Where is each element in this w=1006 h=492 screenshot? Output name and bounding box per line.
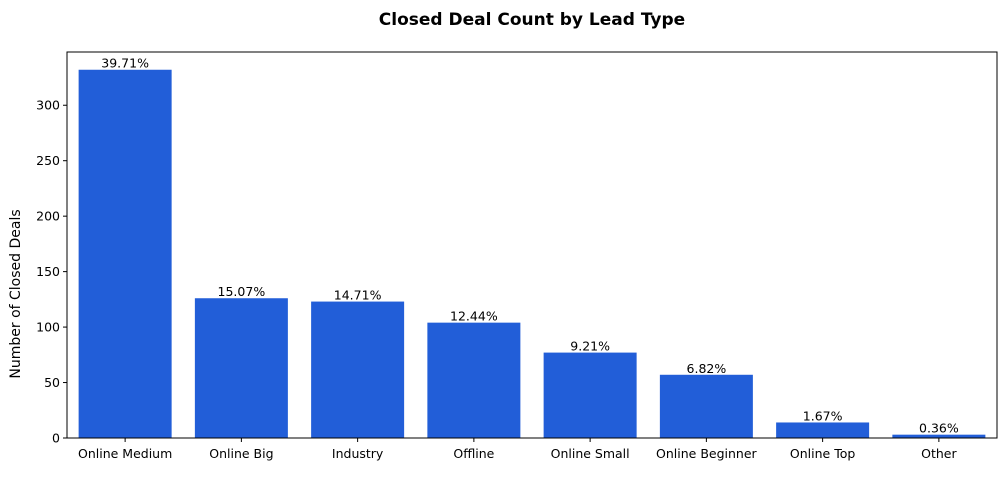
x-tick-label: Industry (332, 446, 384, 461)
x-axis-ticks: Online Medium Online Big Industry Offline On… (78, 438, 957, 461)
bar-data-label: 14.71% (334, 288, 382, 303)
y-tick-label: 100 (36, 320, 60, 335)
bar-data-label: 9.21% (570, 339, 610, 354)
x-tick-label: Online Big (209, 446, 273, 461)
bar (659, 374, 753, 438)
bar-data-label: 0.36% (919, 421, 959, 436)
bar-data-label: 12.44% (450, 309, 498, 324)
bar-data-label: 1.67% (803, 408, 843, 423)
plot-frame (66, 51, 998, 439)
bar-data-label: 6.82% (687, 361, 727, 376)
x-tick-label: Online Top (790, 446, 855, 461)
y-tick-label: 300 (36, 98, 60, 113)
x-tick-label: Online Beginner (656, 446, 758, 461)
y-tick-label: 150 (36, 264, 60, 279)
y-tick-label: 200 (36, 209, 60, 224)
x-tick-label: Online Small (551, 446, 630, 461)
y-tick-label: 50 (44, 375, 60, 390)
y-axis-ticks: 0 50 100 150 200 250 300 (36, 98, 67, 446)
bar (427, 322, 521, 438)
x-tick-label: Online Medium (78, 446, 172, 461)
y-tick-label: 0 (52, 431, 60, 446)
bar-data-label: 15.07% (218, 284, 266, 299)
x-tick-label: Other (921, 446, 957, 461)
bar (78, 69, 172, 438)
bar (194, 298, 288, 438)
y-tick-label: 250 (36, 153, 60, 168)
bar (776, 422, 870, 438)
x-tick-label: Offline (453, 446, 494, 461)
bars-group (78, 69, 986, 438)
bar (543, 352, 637, 438)
data-labels-group: 39.71% 15.07% 14.71% 12.44% 9.21% 6.82% 1.67% 0… (101, 56, 959, 436)
bar (892, 434, 986, 438)
bar (311, 301, 405, 438)
bar-data-label: 39.71% (101, 56, 149, 71)
y-axis-label: Number of Closed Deals (8, 209, 24, 378)
chart-title: Closed Deal Count by Lead Type (379, 10, 685, 30)
